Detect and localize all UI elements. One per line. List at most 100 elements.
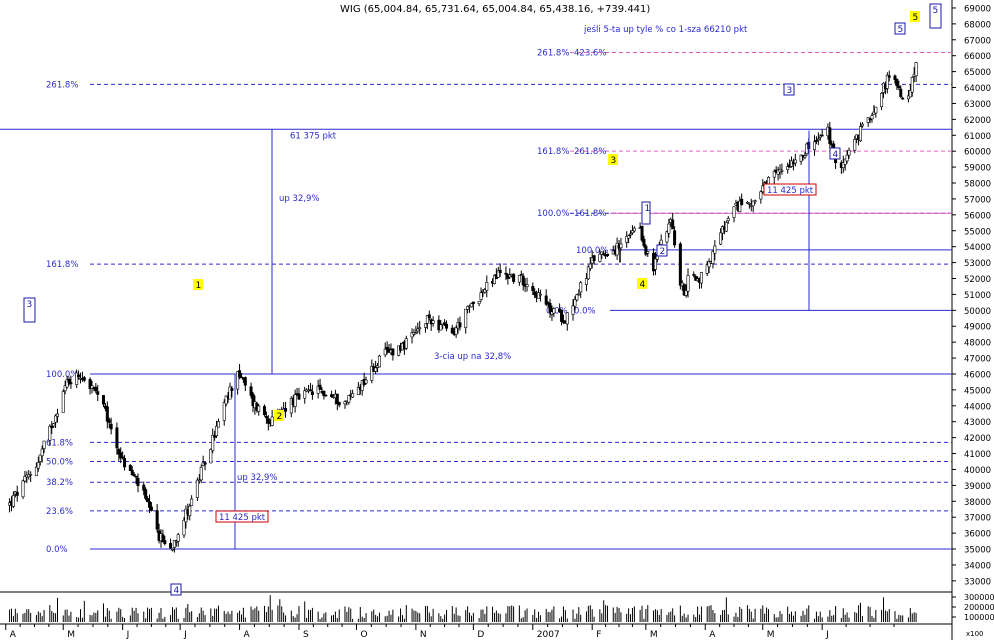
candle-body [199,467,203,481]
candle-body [893,75,897,81]
volume-tick-label: 100000 [964,613,994,622]
y-tick-label: 48000 [964,339,991,349]
candle-body [560,310,564,322]
candle-body [694,276,698,281]
candle-body [61,391,65,413]
candle-body [69,382,73,385]
candle-body [673,230,677,246]
candle-body [90,385,94,389]
candle-body [699,272,703,284]
candle-body [197,479,201,482]
candle-body [144,489,148,499]
y-tick-label: 52000 [964,275,991,285]
wave-label-yellow-bg [193,279,203,290]
y-tick-label: 59000 [964,164,991,174]
candle-body [705,264,709,274]
volume-multiplier: x100 [966,630,984,638]
candle-body [753,200,757,203]
candle-body [450,327,454,334]
candle-body [632,227,636,232]
candle-body [803,155,807,158]
candle-body [454,327,458,335]
candle-body [602,253,606,255]
candle-body [414,332,418,334]
candle-body [266,418,270,424]
x-tick-label: J [126,630,130,640]
y-tick-label: 33000 [964,577,991,587]
fib2-label: 100.0% [537,209,569,219]
candle-body [519,274,523,276]
fib-levels: 261.8% 161.8% 100.0% 61.8% 50.0% 38.2% 23.6% 0.… [0,49,952,555]
candle-body [356,387,360,395]
wave-label-blue-text: 2 [660,247,666,257]
wave-label-yellow: 5 [910,11,920,23]
candle-body [172,540,176,548]
candle-body [517,275,521,283]
candle-body [627,235,631,239]
volume-tick-label: 300000 [964,593,994,602]
wave-label-blue-bg [170,583,182,596]
x-tick-label: N [420,630,427,640]
candle-body [105,406,109,422]
candle-body [29,473,33,476]
candle-body [579,282,583,293]
candle-body [615,242,619,256]
candle-body [914,62,918,77]
candle-body [738,200,742,213]
annotation-text: jeśli 5-ta up tyle % co 1-sza 66210 pkt [583,24,748,35]
annotations: jeśli 5-ta up tyle % co 1-sza 66210 pkt 6… [23,3,942,596]
candle-body [251,393,255,407]
wave-label-blue-text: 5 [933,6,939,16]
wave-label-yellow: 4 [637,278,647,290]
candle-body [496,270,500,278]
time-axis: A M J J A S O N D 2007 F M A M J [5,624,895,640]
candle-body [418,327,422,330]
candle-body [508,274,512,278]
candle-body [619,243,623,249]
candle-body [682,284,686,296]
candle-body [745,202,749,204]
distance-box: 11 425 pkt [763,183,817,196]
candle-body [121,456,125,459]
chart-title: WIG (65,004.84, 65,731.64, 65,004.84, 65… [340,4,650,15]
candle-body [665,231,669,243]
candle-body [134,475,138,478]
y-tick-label: 62000 [964,116,991,126]
candle-body [40,448,44,457]
distance-box-text: 11 425 pkt [219,513,266,523]
candle-body [377,355,381,368]
price-candles [8,61,918,553]
candle-body [423,323,427,328]
candle-body [48,425,52,441]
y-tick-label: 69000 [964,4,991,14]
candle-body [36,462,40,469]
candle-body [67,378,71,384]
candle-body [11,495,15,507]
candle-body [385,346,389,351]
wave-label-yellow-bg [274,410,284,421]
candle-body [719,232,723,245]
candle-body [439,324,443,331]
wave-label-yellow-bg [637,278,647,289]
candle-body [713,245,717,254]
fib2-label-2: 0.0% [574,306,596,316]
x-tick-label: M [650,630,658,640]
candle-body [163,540,167,544]
candle-body [899,88,903,97]
candle-body [264,415,268,419]
candle-body [477,301,481,304]
candle-body [257,405,261,412]
candle-body [588,263,592,269]
candle-body [843,158,847,165]
candle-body [65,379,69,388]
y-tick-label: 54000 [964,243,991,253]
candle-body [847,149,851,156]
candle-body [236,371,240,390]
volume-bars [9,595,917,622]
candle-body [238,370,242,378]
candle-body [50,425,54,429]
candle-body [445,323,449,329]
x-tick-label: A [10,630,17,640]
fib2-label: 261.8% [537,49,569,59]
